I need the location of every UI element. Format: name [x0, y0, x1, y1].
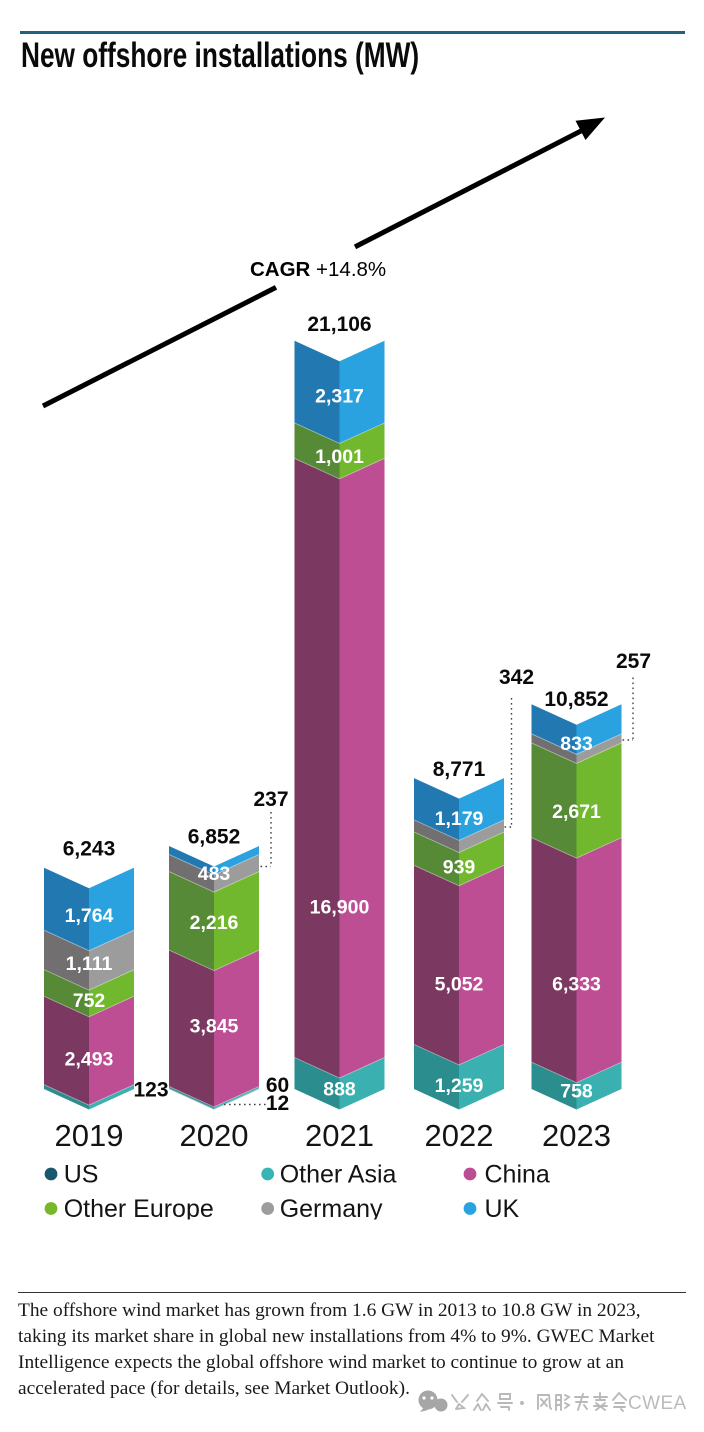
svg-text:1,259: 1,259 [435, 1075, 484, 1097]
svg-text:2,216: 2,216 [190, 912, 239, 934]
svg-text:342: 342 [499, 666, 534, 689]
svg-text:2020: 2020 [180, 1118, 249, 1153]
svg-text:Germany: Germany [280, 1195, 383, 1223]
svg-text:888: 888 [323, 1079, 356, 1101]
svg-text:1,179: 1,179 [435, 808, 484, 830]
svg-text:CAGR +14.8%: CAGR +14.8% [250, 258, 386, 281]
svg-text:8,771: 8,771 [433, 758, 486, 781]
svg-text:2,493: 2,493 [65, 1049, 114, 1071]
svg-text:US: US [64, 1161, 99, 1189]
svg-text:21,106: 21,106 [307, 313, 371, 336]
svg-text:China: China [485, 1161, 550, 1189]
svg-text:10,852: 10,852 [544, 688, 608, 711]
svg-text:2,317: 2,317 [315, 386, 364, 408]
svg-text:237: 237 [253, 788, 288, 811]
svg-text:5,052: 5,052 [435, 974, 484, 996]
svg-text:UK: UK [485, 1195, 520, 1223]
svg-text:257: 257 [616, 650, 651, 673]
svg-text:1,001: 1,001 [315, 446, 364, 468]
svg-text:60: 60 [266, 1074, 289, 1097]
svg-text:123: 123 [133, 1079, 168, 1102]
svg-text:CWEA: CWEA [628, 1393, 687, 1414]
svg-text:12: 12 [266, 1092, 289, 1115]
svg-text:2023: 2023 [542, 1118, 611, 1153]
svg-text:3,845: 3,845 [190, 1016, 239, 1038]
svg-text:2022: 2022 [425, 1118, 494, 1153]
svg-text:6,852: 6,852 [188, 826, 241, 849]
svg-text:2019: 2019 [55, 1118, 124, 1153]
svg-text:Other Asia: Other Asia [280, 1161, 397, 1189]
svg-text:16,900: 16,900 [310, 897, 370, 919]
svg-text:833: 833 [560, 733, 593, 755]
svg-text:939: 939 [443, 857, 476, 879]
svg-text:2,671: 2,671 [552, 801, 601, 823]
svg-text:1,111: 1,111 [66, 953, 113, 975]
svg-text:6,243: 6,243 [63, 838, 116, 861]
svg-text:1,764: 1,764 [65, 905, 114, 927]
svg-text:758: 758 [560, 1081, 593, 1103]
svg-text:2021: 2021 [305, 1118, 374, 1153]
svg-text:752: 752 [73, 990, 106, 1012]
svg-text:6,333: 6,333 [552, 974, 601, 996]
svg-text:483: 483 [198, 863, 231, 885]
svg-text:Other Europe: Other Europe [64, 1195, 214, 1223]
